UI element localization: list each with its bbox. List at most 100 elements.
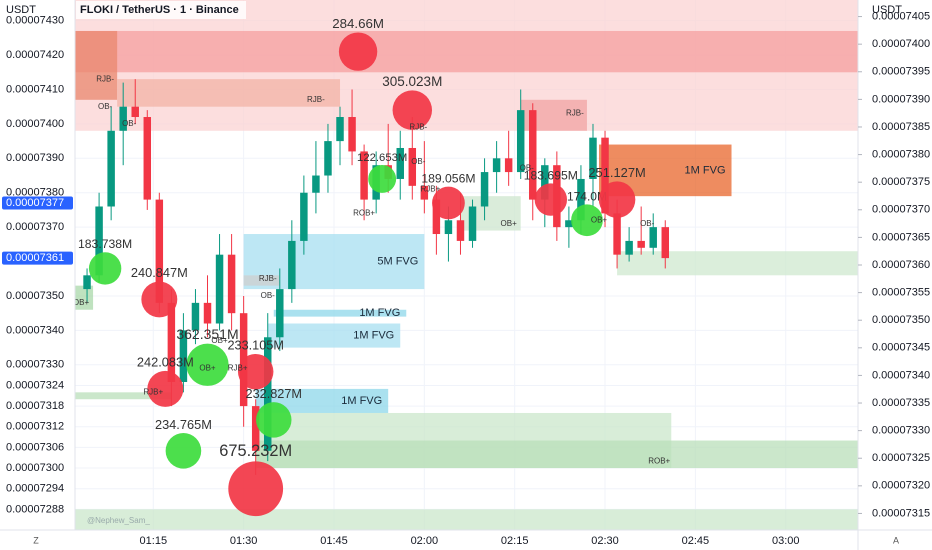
zone-tag: ROB+ — [353, 208, 375, 217]
bubble-label: 183.738M — [78, 237, 132, 251]
candle-body — [529, 110, 537, 200]
y-tick-label: 0.00007430 — [6, 15, 64, 27]
x-tick-label: 02:15 — [501, 535, 529, 547]
zone-tag: OB- — [411, 157, 426, 166]
x-tick-label: 03:00 — [772, 535, 800, 547]
zone-tag: RJB- — [566, 109, 584, 118]
candle-body — [348, 117, 356, 152]
y-tick-label: 0.00007390 — [6, 152, 64, 164]
corner-button[interactable]: A — [893, 535, 899, 545]
candle-body — [396, 147, 404, 179]
volume-bubble — [571, 204, 603, 237]
watermark: @Nephew_Sam_ — [87, 516, 150, 525]
zone — [273, 309, 407, 317]
candle-body — [613, 213, 621, 255]
zone-tag: OB+ — [199, 363, 216, 372]
x-tick-label: 02:45 — [682, 535, 710, 547]
zone — [75, 30, 858, 73]
candle-body — [565, 220, 573, 228]
y2-tick-label: 0.00007315 — [872, 507, 930, 519]
volume-bubble — [237, 353, 274, 390]
candle-body — [601, 137, 609, 214]
zone-tag: OB+ — [73, 298, 90, 307]
candle-body — [131, 106, 139, 118]
candle-body — [203, 302, 212, 324]
volume-bubble — [228, 461, 284, 517]
zone — [75, 392, 172, 400]
zone-tag: RJB- — [307, 95, 325, 104]
corner-button[interactable]: Z — [33, 535, 39, 545]
zone — [75, 285, 94, 310]
candle-body — [661, 227, 669, 259]
y2-unit: USDT — [872, 4, 902, 16]
x-tick-label: 02:00 — [411, 535, 439, 547]
candle-body — [480, 172, 489, 207]
y2-tick-label: 0.00007395 — [872, 66, 930, 78]
candle-body — [444, 220, 453, 235]
y-tick-label: 0.00007410 — [6, 83, 64, 95]
bubble-label: 234.765M — [155, 417, 212, 432]
zone-tag: OB+ — [501, 219, 518, 228]
y-tick-label: 0.00007340 — [6, 324, 64, 336]
volume-bubble — [141, 281, 178, 318]
zone-tag: RJB- — [96, 74, 114, 83]
y2-tick-label: 0.00007320 — [872, 480, 930, 492]
candle-body — [191, 302, 200, 331]
title-background — [76, 1, 246, 19]
candle-body — [167, 302, 176, 383]
candle-body — [155, 199, 164, 303]
y-tick-label: 0.00007380 — [6, 187, 64, 199]
y-tick-label: 0.00007324 — [6, 379, 64, 391]
volume-bubble — [598, 181, 636, 218]
candle-body — [179, 330, 188, 383]
y-tick-label: 0.00007312 — [6, 421, 64, 433]
zone-label: 1M FVG — [685, 164, 726, 176]
bubble-label: 240.847M — [131, 265, 188, 280]
candle-body — [83, 275, 91, 290]
zone-label: 1M FVG — [359, 307, 400, 319]
y2-tick-label: 0.00007365 — [872, 231, 930, 243]
candle-body — [432, 199, 441, 235]
price-tag-label: 0.00007361 — [6, 252, 64, 264]
candle-body — [288, 240, 296, 290]
y-tick-label: 0.00007370 — [6, 221, 64, 233]
price-tag — [2, 196, 73, 210]
candle-body — [312, 175, 320, 193]
bubble-label: 233.105M — [227, 339, 283, 353]
candle-body — [324, 141, 332, 176]
candle-body — [408, 147, 417, 186]
y-tick-label: 0.00007330 — [6, 359, 64, 371]
plot-area: 1M FVG 5M FVG 1M FVG 1M FVG 1M FVG 284.66M 305… — [73, 0, 858, 530]
zone — [117, 79, 341, 107]
zone-tag: OB- — [520, 164, 535, 173]
time-axis-panel — [0, 530, 932, 550]
chart-title: FLOKI / TetherUS · 1 · Binance — [80, 4, 239, 16]
bubble-label: 362.351M — [176, 326, 238, 342]
candle-body — [649, 227, 657, 248]
y-tick-label: 0.00007400 — [6, 118, 64, 130]
candle-body — [504, 158, 513, 173]
candle-body — [143, 117, 152, 200]
bubble-label: 174.0M — [567, 189, 607, 203]
x-tick-label: 02:30 — [591, 535, 619, 547]
zone-tag: RJB- — [409, 122, 427, 131]
candle-body — [107, 130, 115, 207]
zone-label: 5M FVG — [377, 255, 418, 267]
bubble-label: 189.056M — [421, 172, 475, 186]
y2-tick-label: 0.00007375 — [872, 176, 930, 188]
zone-tag: OB- — [640, 219, 655, 228]
candle-body — [251, 406, 260, 451]
zone-tag: RJB+ — [228, 363, 248, 372]
candle-body — [589, 137, 597, 179]
price-tag-label: 0.00007377 — [6, 197, 64, 209]
volume-bubble — [147, 370, 184, 407]
candle-body — [637, 240, 645, 248]
candle-body — [516, 110, 525, 173]
y2-tick-label: 0.00007325 — [872, 452, 930, 464]
y2-tick-label: 0.00007405 — [872, 10, 930, 22]
zone — [75, 30, 118, 100]
candle-body — [264, 337, 272, 451]
zone-tag: OB+ — [211, 336, 228, 345]
y2-tick-label: 0.00007390 — [872, 93, 930, 105]
y2-tick-label: 0.00007350 — [872, 314, 930, 326]
